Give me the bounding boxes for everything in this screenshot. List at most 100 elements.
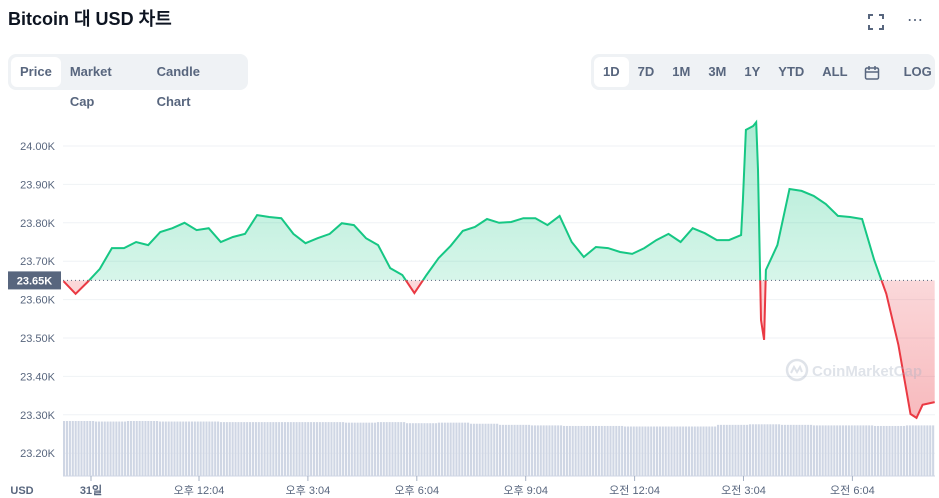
- range-tabs: 1D 7D 1M 3M 1Y YTD ALL LOG: [591, 54, 935, 90]
- volume-bar: [449, 422, 452, 476]
- volume-bar: [455, 422, 458, 476]
- volume-bar: [179, 421, 182, 476]
- volume-bar: [199, 421, 202, 476]
- volume-bar: [336, 422, 339, 476]
- volume-bar: [97, 421, 100, 476]
- volume-bar: [394, 422, 397, 476]
- volume-bar: [484, 423, 487, 476]
- volume-bar: [510, 424, 513, 476]
- range-3m[interactable]: 3M: [708, 64, 727, 79]
- volume-bar: [513, 424, 516, 476]
- volume-bar: [443, 422, 446, 476]
- more-horizontal-icon[interactable]: ⋯: [907, 12, 923, 29]
- volume-bar: [737, 424, 740, 476]
- volume-bar: [408, 423, 411, 476]
- volume-bar: [225, 422, 228, 476]
- volume-bar: [926, 425, 929, 476]
- range-1d[interactable]: 1D: [594, 57, 629, 87]
- page-title: Bitcoin 대 USD 차트: [8, 9, 172, 29]
- volume-bar: [560, 425, 563, 476]
- volume-bar: [635, 426, 638, 476]
- fullscreen-icon[interactable]: [866, 12, 886, 32]
- y-tick-label: 23.40K: [20, 371, 56, 383]
- volume-bar: [801, 424, 804, 476]
- volume-bar: [705, 426, 708, 476]
- reference-price-badge: [8, 271, 61, 290]
- volume-bar: [900, 425, 903, 476]
- volume-bar: [77, 421, 80, 476]
- volume-bar: [458, 422, 461, 476]
- volume-bar: [606, 425, 609, 476]
- volume-bar: [679, 426, 682, 476]
- volume-bar: [426, 423, 429, 476]
- volume-bar: [760, 424, 763, 476]
- volume-bar: [699, 426, 702, 476]
- volume-bar: [783, 424, 786, 476]
- volume-bar: [475, 423, 478, 476]
- volume-bar: [138, 421, 141, 476]
- range-7d[interactable]: 7D: [637, 64, 655, 79]
- x-tick-label: 오전 12:04: [609, 484, 660, 497]
- volume-bar: [868, 425, 871, 476]
- volume-bar: [516, 424, 519, 476]
- volume-bar: [690, 426, 693, 476]
- volume-bar: [644, 426, 647, 476]
- volume-bar: [266, 422, 269, 476]
- price-line-up: [87, 119, 883, 281]
- volume-bar: [423, 423, 426, 476]
- volume-bar: [667, 426, 670, 476]
- volume-bar: [190, 421, 193, 476]
- log-toggle[interactable]: LOG: [903, 64, 932, 79]
- volume-bar: [403, 422, 406, 476]
- volume-bar: [115, 421, 118, 476]
- calendar-icon[interactable]: [857, 57, 887, 87]
- volume-bar: [836, 425, 839, 476]
- volume-bar: [278, 422, 281, 476]
- range-1y[interactable]: 1Y: [744, 64, 761, 79]
- volume-bar: [222, 422, 225, 476]
- volume-bar: [173, 421, 176, 476]
- range-1m[interactable]: 1M: [672, 64, 691, 79]
- volume-bar: [161, 421, 164, 476]
- volume-bar: [432, 423, 435, 476]
- volume-bar: [827, 425, 830, 476]
- volume-bar: [368, 422, 371, 476]
- volume-bar: [100, 421, 103, 476]
- volume-bar: [676, 426, 679, 476]
- volume-bar: [862, 425, 865, 476]
- volume-bar: [641, 426, 644, 476]
- x-tick-label: 오전 6:04: [830, 484, 875, 497]
- tab-market-cap[interactable]: Market Cap: [69, 64, 112, 109]
- volume-bar: [118, 421, 121, 476]
- volume-bar: [298, 422, 301, 476]
- y-tick-label: 23.30K: [20, 410, 56, 422]
- x-tick-label: 오후 12:04: [174, 484, 225, 497]
- volume-bar: [696, 426, 699, 476]
- volume-bar: [286, 422, 289, 476]
- volume-bar: [728, 424, 731, 476]
- range-all[interactable]: ALL: [822, 64, 848, 79]
- volume-bar: [437, 422, 441, 476]
- volume-bar: [65, 421, 69, 476]
- range-ytd[interactable]: YTD: [778, 64, 805, 79]
- volume-bar: [661, 426, 664, 476]
- volume-bar: [876, 425, 879, 476]
- volume-bar: [400, 422, 403, 476]
- volume-bar: [562, 425, 566, 476]
- volume-bar: [882, 425, 885, 476]
- volume-bar: [574, 425, 577, 476]
- x-tick-label: 31일: [80, 483, 102, 497]
- volume-bar: [905, 425, 909, 476]
- tab-price[interactable]: Price: [11, 57, 61, 87]
- volume-bar: [397, 422, 400, 476]
- volume-bar: [545, 425, 548, 476]
- volume-bar: [467, 422, 470, 476]
- volume-bar: [621, 425, 624, 476]
- volume-bar: [542, 425, 545, 476]
- tab-candle-chart[interactable]: Candle Chart: [156, 64, 200, 109]
- volume-bar: [536, 425, 539, 476]
- volume-bar: [499, 424, 502, 476]
- volume-bar: [804, 424, 807, 476]
- volume-bar: [106, 421, 109, 476]
